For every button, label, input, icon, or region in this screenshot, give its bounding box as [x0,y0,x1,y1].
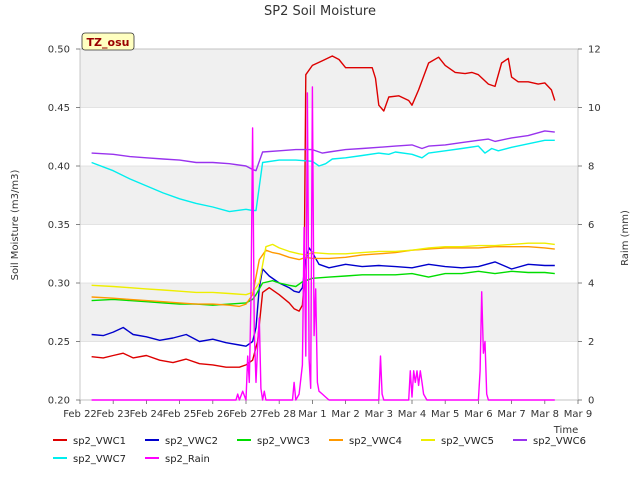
x-tick-label: Mar 7 [497,409,525,420]
x-tick-label: Feb 28 [262,409,296,420]
legend-label: sp2_Rain [165,454,210,465]
series-line-sp2-rain [91,86,555,401]
series-line-sp2-vwc6 [91,130,555,172]
background-band [80,49,578,108]
legend-label: sp2_VWC2 [165,436,218,447]
y2-tick-label: 4 [588,279,594,290]
chart-title: SP2 Soil Moisture [264,4,376,19]
y-tick-label: 0.20 [48,396,70,407]
legend: sp2_VWC1 sp2_VWC2 sp2_VWC3 sp2_VWC4 sp2_VWC5… [53,436,586,465]
background-bands [80,49,578,342]
legend-item: sp2_VWC6 [513,436,586,447]
series-line-sp2-vwc5 [91,242,555,296]
y2-tick-label: 2 [588,337,594,348]
y2-tick-label: 10 [588,103,601,114]
legend-label: sp2_VWC4 [349,436,402,447]
y-tick-label: 0.40 [48,162,70,173]
y2-tick-label: 12 [588,45,601,56]
site-tag: TZ_osu [81,32,135,51]
y2-tick-label: 6 [588,220,594,231]
series-line-sp2-vwc7 [91,139,555,213]
x-tick-label: Feb 27 [229,409,263,420]
x-tick-label: Feb 23 [96,409,130,420]
site-tag-label: TZ_osu [87,36,130,49]
x-tick-label: Feb 22 [63,409,97,420]
legend-item: sp2_Rain [145,454,210,465]
legend-item: sp2_VWC1 [53,436,126,447]
y-tick-label: 0.50 [48,45,70,56]
x-tick-label: Mar 5 [431,409,459,420]
y-tick-label: 0.30 [48,279,70,290]
x-tick-label: Mar 4 [398,409,426,420]
legend-item: sp2_VWC5 [421,436,494,447]
legend-label: sp2_VWC3 [257,436,310,447]
y2-tick-label: 0 [588,396,594,407]
y-axis-label: Soil Moisture (m3/m3) [10,170,21,281]
series-line-sp2-vwc1 [91,55,556,368]
legend-item: sp2_VWC7 [53,454,126,465]
site-tag-box [81,32,135,51]
x-tick-label: Mar 9 [564,409,592,420]
x-tick-label: Mar 1 [298,409,326,420]
y-axis-left: 0.20 0.25 0.30 0.35 0.40 0.45 0.50 [48,45,80,407]
x-tick-label: Mar 3 [365,409,393,420]
y2-tick-label: 8 [588,162,594,173]
background-band [80,283,578,342]
legend-item: sp2_VWC2 [145,436,218,447]
legend-label: sp2_VWC5 [441,436,494,447]
x-tick-label: Mar 6 [464,409,492,420]
legend-item: sp2_VWC3 [237,436,310,447]
y-tick-label: 0.45 [48,103,70,114]
legend-label: sp2_VWC7 [73,454,126,465]
legend-label: sp2_VWC6 [533,436,586,447]
y-tick-label: 0.35 [48,220,70,231]
background-band [80,166,578,225]
series-line-sp2-vwc2 [91,247,555,347]
x-tick-label: Feb 24 [130,409,164,420]
x-tick-label: Feb 25 [163,409,197,420]
legend-label: sp2_VWC1 [73,436,126,447]
x-tick-label: Mar 8 [531,409,559,420]
series-line-sp2-vwc4 [91,245,555,308]
y-tick-label: 0.25 [48,337,70,348]
x-axis: Feb 22 Feb 23 Feb 24 Feb 25 Feb 26 Feb 27 Feb … [63,400,592,420]
y-axis-right: 0 2 4 6 8 10 12 [578,45,601,407]
x-axis-label: Time [553,425,578,436]
legend-item: sp2_VWC4 [329,436,402,447]
series-layer [91,55,556,401]
x-tick-label: Mar 2 [331,409,359,420]
y2-axis-label: Raim (mm) [620,210,631,266]
x-tick-label: Feb 26 [196,409,230,420]
